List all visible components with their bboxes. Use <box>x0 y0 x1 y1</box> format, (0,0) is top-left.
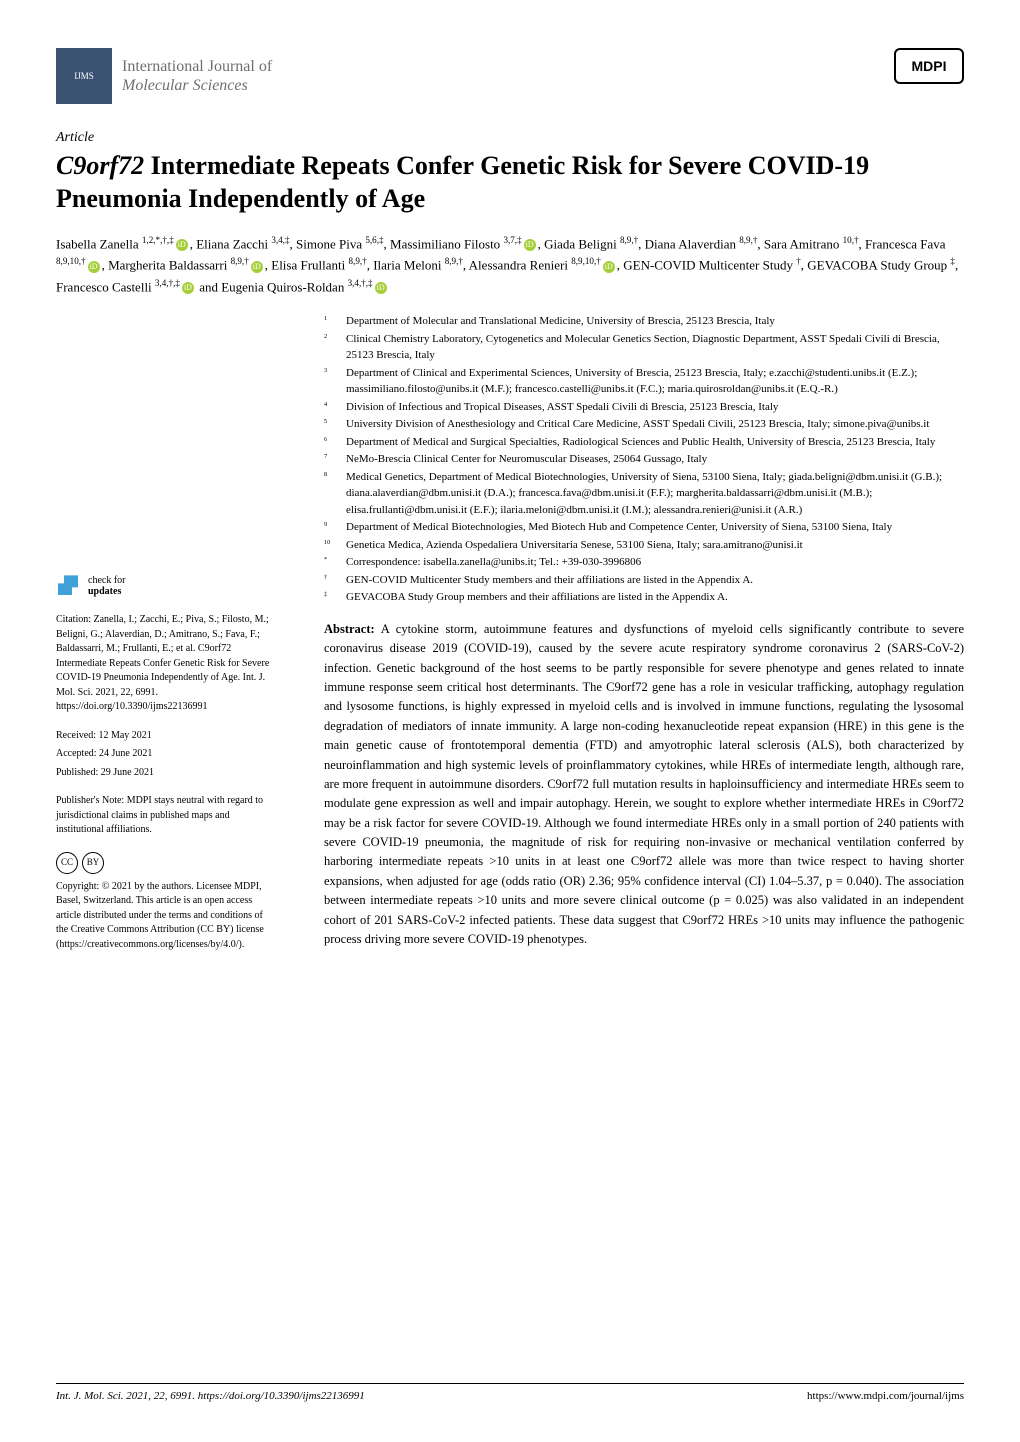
affiliation-row: 7 NeMo-Brescia Clinical Center for Neuro… <box>324 451 964 468</box>
published-date: Published: 29 June 2021 <box>56 766 272 781</box>
publishers-note-block: Publisher's Note: MDPI stays neutral wit… <box>56 794 272 838</box>
affil-number: 7 <box>324 451 336 468</box>
author-list: Isabella Zanella 1,2,*,†,‡iD, Eliana Zac… <box>56 233 964 297</box>
affiliation-row: 9 Department of Medical Biotechnologies,… <box>324 519 964 536</box>
affil-text: Department of Clinical and Experimental … <box>346 365 964 398</box>
affiliation-row: 10 Genetica Medica, Azienda Ospedaliera … <box>324 537 964 554</box>
affil-text: Division of Infectious and Tropical Dise… <box>346 399 964 416</box>
affiliation-row: † GEN-COVID Multicenter Study members an… <box>324 572 964 589</box>
copyright-text: Copyright: © 2021 by the authors. Licens… <box>56 880 272 953</box>
sidebar: check forupdates Citation: Zanella, I.; … <box>56 313 272 966</box>
cc-icon: CC <box>56 852 78 874</box>
affil-text: University Division of Anesthesiology an… <box>346 416 964 433</box>
affil-number: ‡ <box>324 589 336 606</box>
affil-text: GEVACOBA Study Group members and their a… <box>346 589 964 606</box>
affil-number: 10 <box>324 537 336 554</box>
affiliation-row: 4 Division of Infectious and Tropical Di… <box>324 399 964 416</box>
affiliation-row: 8 Medical Genetics, Department of Medica… <box>324 469 964 519</box>
affiliation-row: 2 Clinical Chemistry Laboratory, Cytogen… <box>324 331 964 364</box>
check-updates-badge[interactable]: check forupdates <box>56 573 272 599</box>
by-icon: BY <box>82 852 104 874</box>
affiliations-list: 1 Department of Molecular and Translatio… <box>294 313 964 606</box>
received-date: Received: 12 May 2021 <box>56 729 272 744</box>
main-column: 1 Department of Molecular and Translatio… <box>294 313 964 966</box>
accepted-date: Accepted: 24 June 2021 <box>56 747 272 762</box>
affil-text: NeMo-Brescia Clinical Center for Neuromu… <box>346 451 964 468</box>
journal-block: IJMS International Journal of Molecular … <box>56 48 272 104</box>
affil-number: 6 <box>324 434 336 451</box>
affil-number: 2 <box>324 331 336 364</box>
citation-text: Citation: Zanella, I.; Zacchi, E.; Piva,… <box>56 613 272 715</box>
affil-number: 9 <box>324 519 336 536</box>
footer-left: Int. J. Mol. Sci. 2021, 22, 6991. https:… <box>56 1390 365 1402</box>
journal-name-italic: Molecular Sciences <box>122 77 248 94</box>
affil-text: Genetica Medica, Azienda Ospedaliera Uni… <box>346 537 964 554</box>
page-footer: Int. J. Mol. Sci. 2021, 22, 6991. https:… <box>56 1383 964 1402</box>
affiliation-row: 3 Department of Clinical and Experimenta… <box>324 365 964 398</box>
check-updates-icon <box>56 573 82 599</box>
affiliation-row: 1 Department of Molecular and Translatio… <box>324 313 964 330</box>
affil-text: Medical Genetics, Department of Medical … <box>346 469 964 519</box>
citation-block: Citation: Zanella, I.; Zacchi, E.; Piva,… <box>56 613 272 715</box>
cc-badges: CC BY <box>56 852 272 874</box>
publisher-label: MDPI <box>912 58 947 74</box>
affil-number: † <box>324 572 336 589</box>
publishers-note-text: Publisher's Note: MDPI stays neutral wit… <box>56 794 272 838</box>
affiliation-row: ‡ GEVACOBA Study Group members and their… <box>324 589 964 606</box>
affiliation-row: 5 University Division of Anesthesiology … <box>324 416 964 433</box>
affil-text: GEN-COVID Multicenter Study members and … <box>346 572 964 589</box>
footer-right: https://www.mdpi.com/journal/ijms <box>807 1390 964 1402</box>
affil-text: Department of Molecular and Translationa… <box>346 313 964 330</box>
journal-logo-icon: IJMS <box>56 48 112 104</box>
affil-text: Clinical Chemistry Laboratory, Cytogenet… <box>346 331 964 364</box>
affil-text: Correspondence: isabella.zanella@unibs.i… <box>346 554 964 571</box>
abstract-body: A cytokine storm, autoimmune features an… <box>324 622 964 946</box>
article-type: Article <box>56 130 964 146</box>
affil-number: 3 <box>324 365 336 398</box>
affil-number: 5 <box>324 416 336 433</box>
affil-number: 8 <box>324 469 336 519</box>
journal-supertitle: International Journal of <box>122 58 272 75</box>
affil-number: 4 <box>324 399 336 416</box>
affil-number: 1 <box>324 313 336 330</box>
affil-text: Department of Medical Biotechnologies, M… <box>346 519 964 536</box>
publisher-logo-icon: MDPI <box>894 48 964 84</box>
affiliation-row: * Correspondence: isabella.zanella@unibs… <box>324 554 964 571</box>
affil-number: * <box>324 554 336 571</box>
abstract: Abstract: A cytokine storm, autoimmune f… <box>294 620 964 949</box>
journal-name: International Journal of Molecular Scien… <box>122 57 272 95</box>
page-header: IJMS International Journal of Molecular … <box>56 48 964 104</box>
license-block: CC BY Copyright: © 2021 by the authors. … <box>56 852 272 953</box>
affiliation-row: 6 Department of Medical and Surgical Spe… <box>324 434 964 451</box>
check-updates-label: check forupdates <box>88 575 125 597</box>
affil-text: Department of Medical and Surgical Speci… <box>346 434 964 451</box>
article-title: C9orf72 Intermediate Repeats Confer Gene… <box>56 150 964 215</box>
dates-block: Received: 12 May 2021 Accepted: 24 June … <box>56 729 272 781</box>
